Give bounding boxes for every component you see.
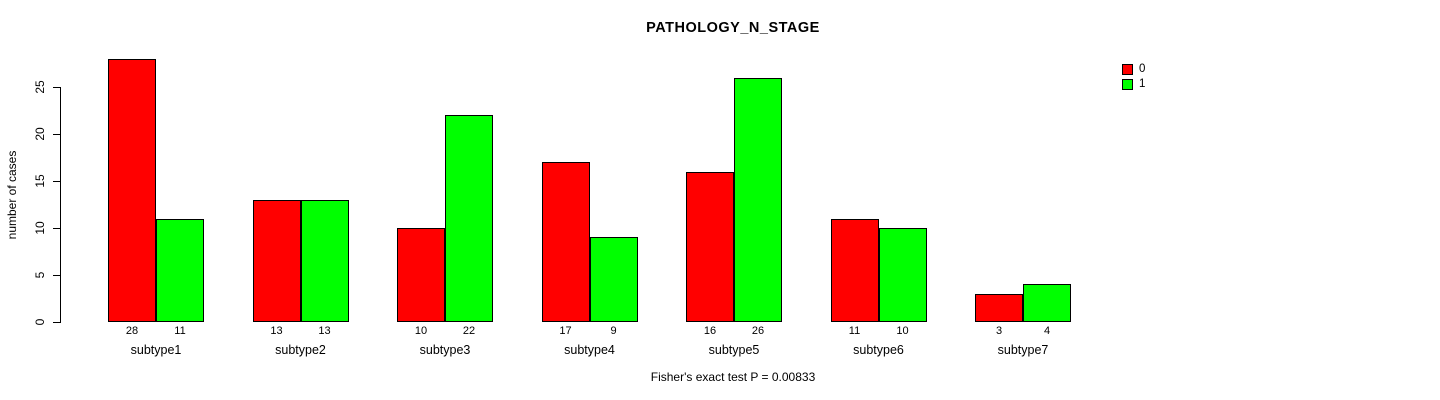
y-tick-mark-5 — [53, 275, 61, 276]
bar-count-label-subtype7-group-0: 3 — [995, 325, 1003, 337]
y-tick-mark-20 — [53, 134, 61, 135]
bar-count-label-subtype1-group-1: 11 — [174, 325, 186, 337]
bar-subtype4-group-1 — [589, 237, 638, 322]
legend-entry-1: 1 — [1122, 78, 1145, 90]
y-axis-label-text: number of cases — [5, 150, 19, 240]
bar-subtype7-group-1 — [1023, 284, 1071, 322]
bar-subtype2-group-1 — [300, 199, 349, 322]
bar-subtype5-group-0 — [686, 171, 734, 322]
bar-count-label-subtype3-group-0: 10 — [414, 325, 428, 337]
x-category-label-subtype2: subtype2 — [275, 343, 326, 357]
bar-subtype1-group-1 — [156, 218, 204, 322]
bar-subtype7-group-0 — [975, 293, 1023, 322]
y-tick-mark-0 — [53, 322, 61, 323]
y-tick-label-text: 20 — [33, 127, 47, 141]
stat-annotation: Fisher's exact test P = 0.00833 — [650, 370, 816, 384]
y-tick-label-text: 15 — [33, 174, 47, 188]
bar-subtype6-group-0 — [830, 218, 879, 322]
bar-count-label-subtype1-group-0: 28 — [125, 325, 139, 337]
legend-swatch-0 — [1122, 63, 1133, 75]
bar-subtype3-group-0 — [397, 228, 445, 322]
bar-subtype5-group-1 — [734, 77, 782, 322]
bar-count-label-subtype2-group-1: 13 — [318, 325, 331, 337]
bar-count-label-subtype5-group-0: 16 — [703, 325, 717, 337]
bar-count-label-subtype2-group-0: 13 — [270, 325, 283, 337]
bar-subtype6-group-1 — [878, 228, 927, 322]
y-tick-label-text: 5 — [33, 271, 47, 279]
bar-count-label-subtype3-group-1: 22 — [462, 325, 476, 337]
x-category-label-subtype3: subtype3 — [419, 343, 471, 357]
y-tick-mark-25 — [53, 87, 61, 88]
y-tick-mark-15 — [53, 181, 61, 182]
legend-swatch-1 — [1122, 78, 1133, 90]
legend-entry-0: 0 — [1122, 63, 1145, 75]
bar-count-label-subtype7-group-1: 4 — [1043, 325, 1051, 337]
chart-title: PATHOLOGY_N_STAGE — [646, 20, 820, 36]
bar-count-label-subtype6-group-1: 10 — [896, 325, 909, 337]
x-category-label-subtype4: subtype4 — [564, 343, 615, 357]
y-axis-line — [60, 87, 61, 323]
bar-subtype3-group-1 — [445, 115, 493, 322]
bar-count-label-subtype5-group-1: 26 — [751, 325, 765, 337]
bar-count-label-subtype4-group-1: 9 — [610, 325, 617, 337]
y-tick-mark-10 — [53, 228, 61, 229]
bar-subtype2-group-0 — [252, 199, 301, 322]
x-category-label-subtype1: subtype1 — [130, 343, 182, 357]
x-category-label-subtype6: subtype6 — [853, 343, 904, 357]
bar-count-label-subtype4-group-0: 17 — [559, 325, 572, 337]
y-tick-label-text: 0 — [33, 318, 47, 326]
legend-label-1: 1 — [1139, 78, 1146, 90]
bar-count-label-subtype6-group-0: 11 — [848, 325, 861, 337]
y-tick-label-text: 10 — [33, 221, 47, 235]
x-category-label-subtype7: subtype7 — [997, 343, 1049, 357]
y-tick-label-text: 25 — [33, 80, 47, 94]
bar-subtype1-group-0 — [108, 58, 156, 322]
legend-label-0: 0 — [1139, 63, 1146, 75]
bar-subtype4-group-0 — [541, 162, 590, 322]
x-category-label-subtype5: subtype5 — [708, 343, 760, 357]
